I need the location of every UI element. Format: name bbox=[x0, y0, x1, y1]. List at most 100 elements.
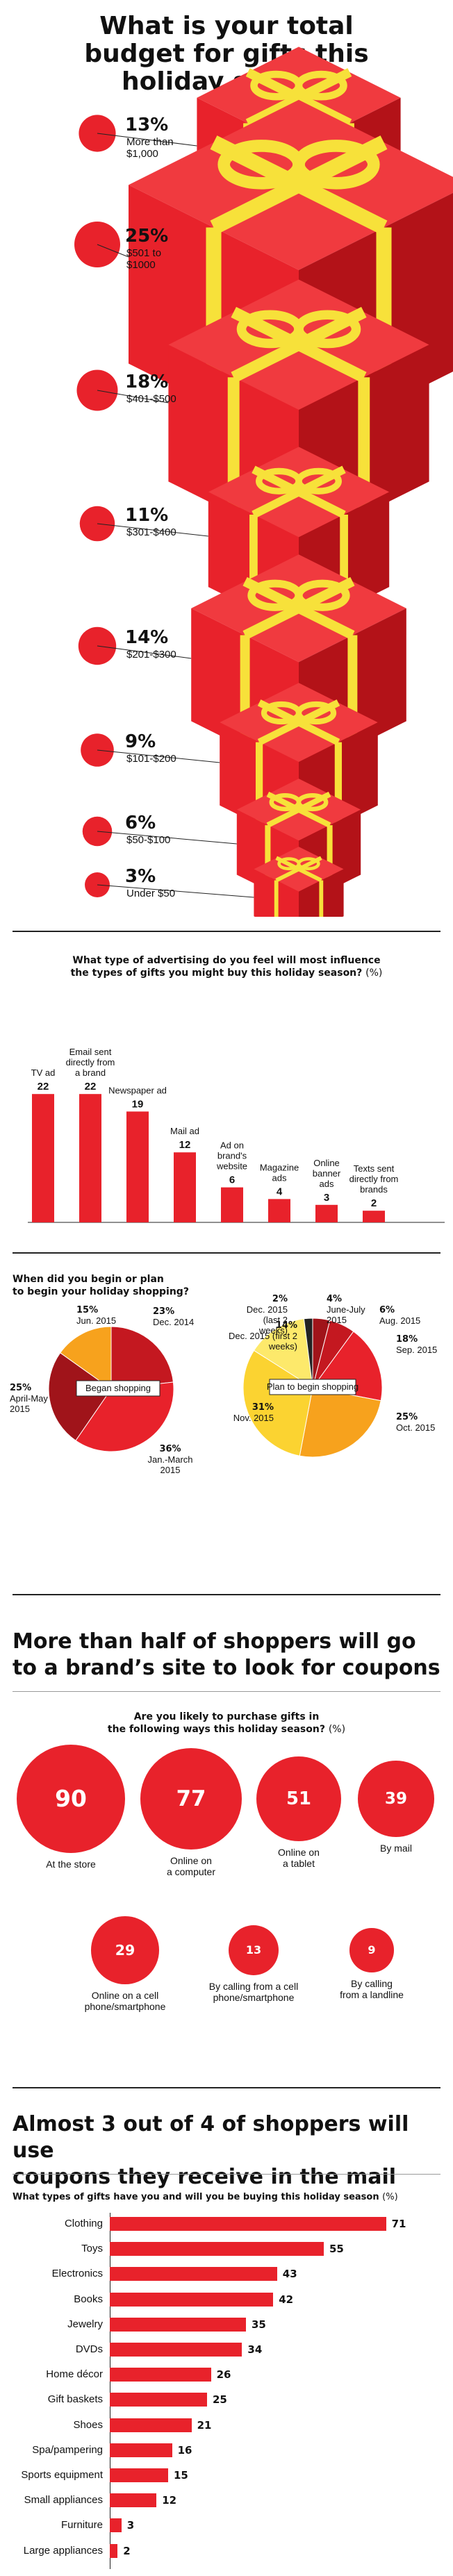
gift-type-value: 2 bbox=[123, 2544, 131, 2557]
began-slice-label: 23% Dec. 2014 bbox=[153, 1306, 208, 1327]
budget-range-label: More than bbox=[126, 136, 174, 148]
gift-type-bar bbox=[110, 2418, 192, 2432]
advertising-value: 19 bbox=[132, 1098, 144, 1110]
gift-type-value: 3 bbox=[126, 2519, 135, 2532]
gift-type-bar bbox=[110, 2267, 277, 2282]
plan-slice-name: June-July 2015 bbox=[327, 1304, 365, 1325]
advertising-value: 3 bbox=[324, 1192, 329, 1204]
advertising-bar bbox=[32, 1094, 54, 1222]
advertising-category-label: Email sent bbox=[69, 1047, 112, 1057]
advertising-unit: (%) bbox=[365, 967, 383, 979]
budget-percent: 11% bbox=[125, 505, 169, 526]
advertising-bar bbox=[126, 1111, 149, 1222]
purchase-bubble: 90 bbox=[16, 1744, 126, 1854]
purchase-bubble: 51 bbox=[256, 1756, 342, 1842]
began-slice-name: Dec. 2014 bbox=[153, 1317, 195, 1327]
coupons-headline-line: More than half of shoppers will go bbox=[13, 1629, 416, 1654]
connector-line bbox=[97, 244, 129, 258]
divider bbox=[13, 931, 440, 932]
plan-slice-label: 2% Dec. 2015 (last 2 weeks) bbox=[233, 1293, 288, 1336]
gift-type-label: DVDs bbox=[75, 2343, 103, 2355]
divider bbox=[13, 1691, 440, 1692]
began-slice-percent: 36% bbox=[159, 1444, 181, 1454]
purchase-bubble: 29 bbox=[91, 1916, 159, 1984]
mail-coupons-headline: Almost 3 out of 4 of shoppers will use c… bbox=[13, 2111, 450, 2191]
began-slice-label: 36% Jan.-March 2015 bbox=[139, 1443, 201, 1475]
gift-bow bbox=[295, 467, 342, 495]
gift-type-value: 35 bbox=[252, 2318, 266, 2331]
advertising-category-label: a brand bbox=[75, 1067, 106, 1078]
advertising-category-label: brands bbox=[360, 1184, 388, 1195]
began-slice-label: 25% April-May 2015 bbox=[10, 1382, 65, 1414]
purchase-label: phone/smartphone bbox=[84, 2000, 166, 2012]
began-pie-slice bbox=[59, 1326, 112, 1390]
gift-bow bbox=[295, 701, 337, 725]
gift-ribbon bbox=[266, 791, 331, 828]
gift-type-bar bbox=[110, 2468, 168, 2482]
connector-line bbox=[97, 390, 169, 404]
gift-bow bbox=[294, 310, 361, 349]
purchase-label: By calling from a cell bbox=[208, 1980, 299, 1992]
gift-bow bbox=[295, 579, 350, 611]
purchase-label: a tablet bbox=[283, 1858, 315, 1870]
gift-type-label: Small appliances bbox=[24, 2494, 103, 2507]
began-slice-name: April-May 2015 bbox=[10, 1393, 48, 1414]
budget-percent: 9% bbox=[125, 731, 156, 752]
purchase-question-line: the following ways this holiday season? bbox=[107, 1724, 325, 1735]
began-slice-percent: 25% bbox=[10, 1383, 32, 1393]
gift-ribbon bbox=[242, 576, 355, 640]
advertising-value: 6 bbox=[229, 1174, 235, 1186]
advertising-bar bbox=[363, 1211, 385, 1222]
purchase-question: Are you likely to purchase gifts in the … bbox=[0, 1711, 453, 1736]
gift-type-label: Furniture bbox=[60, 2519, 103, 2532]
plan-slice-percent: 14% bbox=[275, 1320, 297, 1331]
advertising-category-label: ads bbox=[320, 1179, 334, 1189]
advertising-category-label: Magazine bbox=[260, 1162, 299, 1172]
began-pie-slice bbox=[48, 1352, 112, 1441]
plan-pie-slice bbox=[303, 1318, 313, 1388]
purchase-label: By mail bbox=[380, 1842, 412, 1854]
gift-bow bbox=[295, 70, 347, 101]
purchase-label: from a landline bbox=[340, 1988, 404, 2000]
budget-range-label: $201-$300 bbox=[126, 649, 176, 660]
plan-slice-percent: 18% bbox=[396, 1334, 418, 1345]
began-center-box bbox=[76, 1380, 160, 1397]
gift-type-bar bbox=[110, 2368, 211, 2382]
gift-ribbon bbox=[210, 135, 388, 235]
gift-bow bbox=[297, 857, 320, 871]
gift-ribbon bbox=[275, 856, 322, 883]
advertising-bar bbox=[268, 1199, 290, 1222]
gift-ribbon bbox=[252, 465, 346, 519]
purchase-label: By calling bbox=[351, 1977, 393, 1989]
timing-question-line: to begin your holiday shopping? bbox=[13, 1286, 189, 1297]
began-slice-name: Jun. 2015 bbox=[76, 1315, 117, 1326]
gift-type-value: 12 bbox=[162, 2494, 177, 2507]
advertising-category-label: Newspaper ad bbox=[108, 1085, 167, 1095]
gift-type-label: Home décor bbox=[46, 2368, 103, 2381]
gift-type-label: Electronics bbox=[51, 2268, 103, 2280]
plan-pie-slice bbox=[253, 1318, 313, 1388]
gift-ribbon bbox=[231, 306, 367, 383]
connector-line bbox=[97, 884, 254, 898]
gift-type-bar bbox=[110, 2543, 118, 2558]
plan-slice-percent: 25% bbox=[396, 1412, 418, 1422]
gift-type-bar bbox=[110, 2343, 242, 2357]
plan-slice-name: Oct. 2015 bbox=[396, 1422, 436, 1433]
timing-pie-charts: Began shopping Plan to begin shopping bbox=[48, 1318, 383, 1458]
coupons-headline: More than half of shoppers will go to a … bbox=[13, 1629, 450, 1681]
plan-slice-label: 31% Nov. 2015 bbox=[220, 1402, 274, 1423]
advertising-category-label: Mail ad bbox=[170, 1126, 199, 1136]
budget-percent: 6% bbox=[125, 813, 156, 833]
budget-range-label: Under $50 bbox=[126, 888, 176, 899]
advertising-bar bbox=[174, 1152, 196, 1222]
divider bbox=[13, 1252, 440, 1254]
advertising-question: What type of advertising do you feel wil… bbox=[0, 954, 453, 979]
gift-bow bbox=[293, 140, 380, 190]
gift-type-label: Shoes bbox=[73, 2418, 103, 2431]
budget-range-label: $50-$100 bbox=[126, 834, 171, 846]
gift-type-value: 15 bbox=[174, 2469, 188, 2482]
plan-slice-label: 25% Oct. 2015 bbox=[396, 1411, 450, 1433]
advertising-category-label: ads bbox=[272, 1172, 287, 1183]
timing-question-line: When did you begin or plan bbox=[13, 1274, 164, 1285]
purchase-bubble: 77 bbox=[140, 1747, 242, 1850]
